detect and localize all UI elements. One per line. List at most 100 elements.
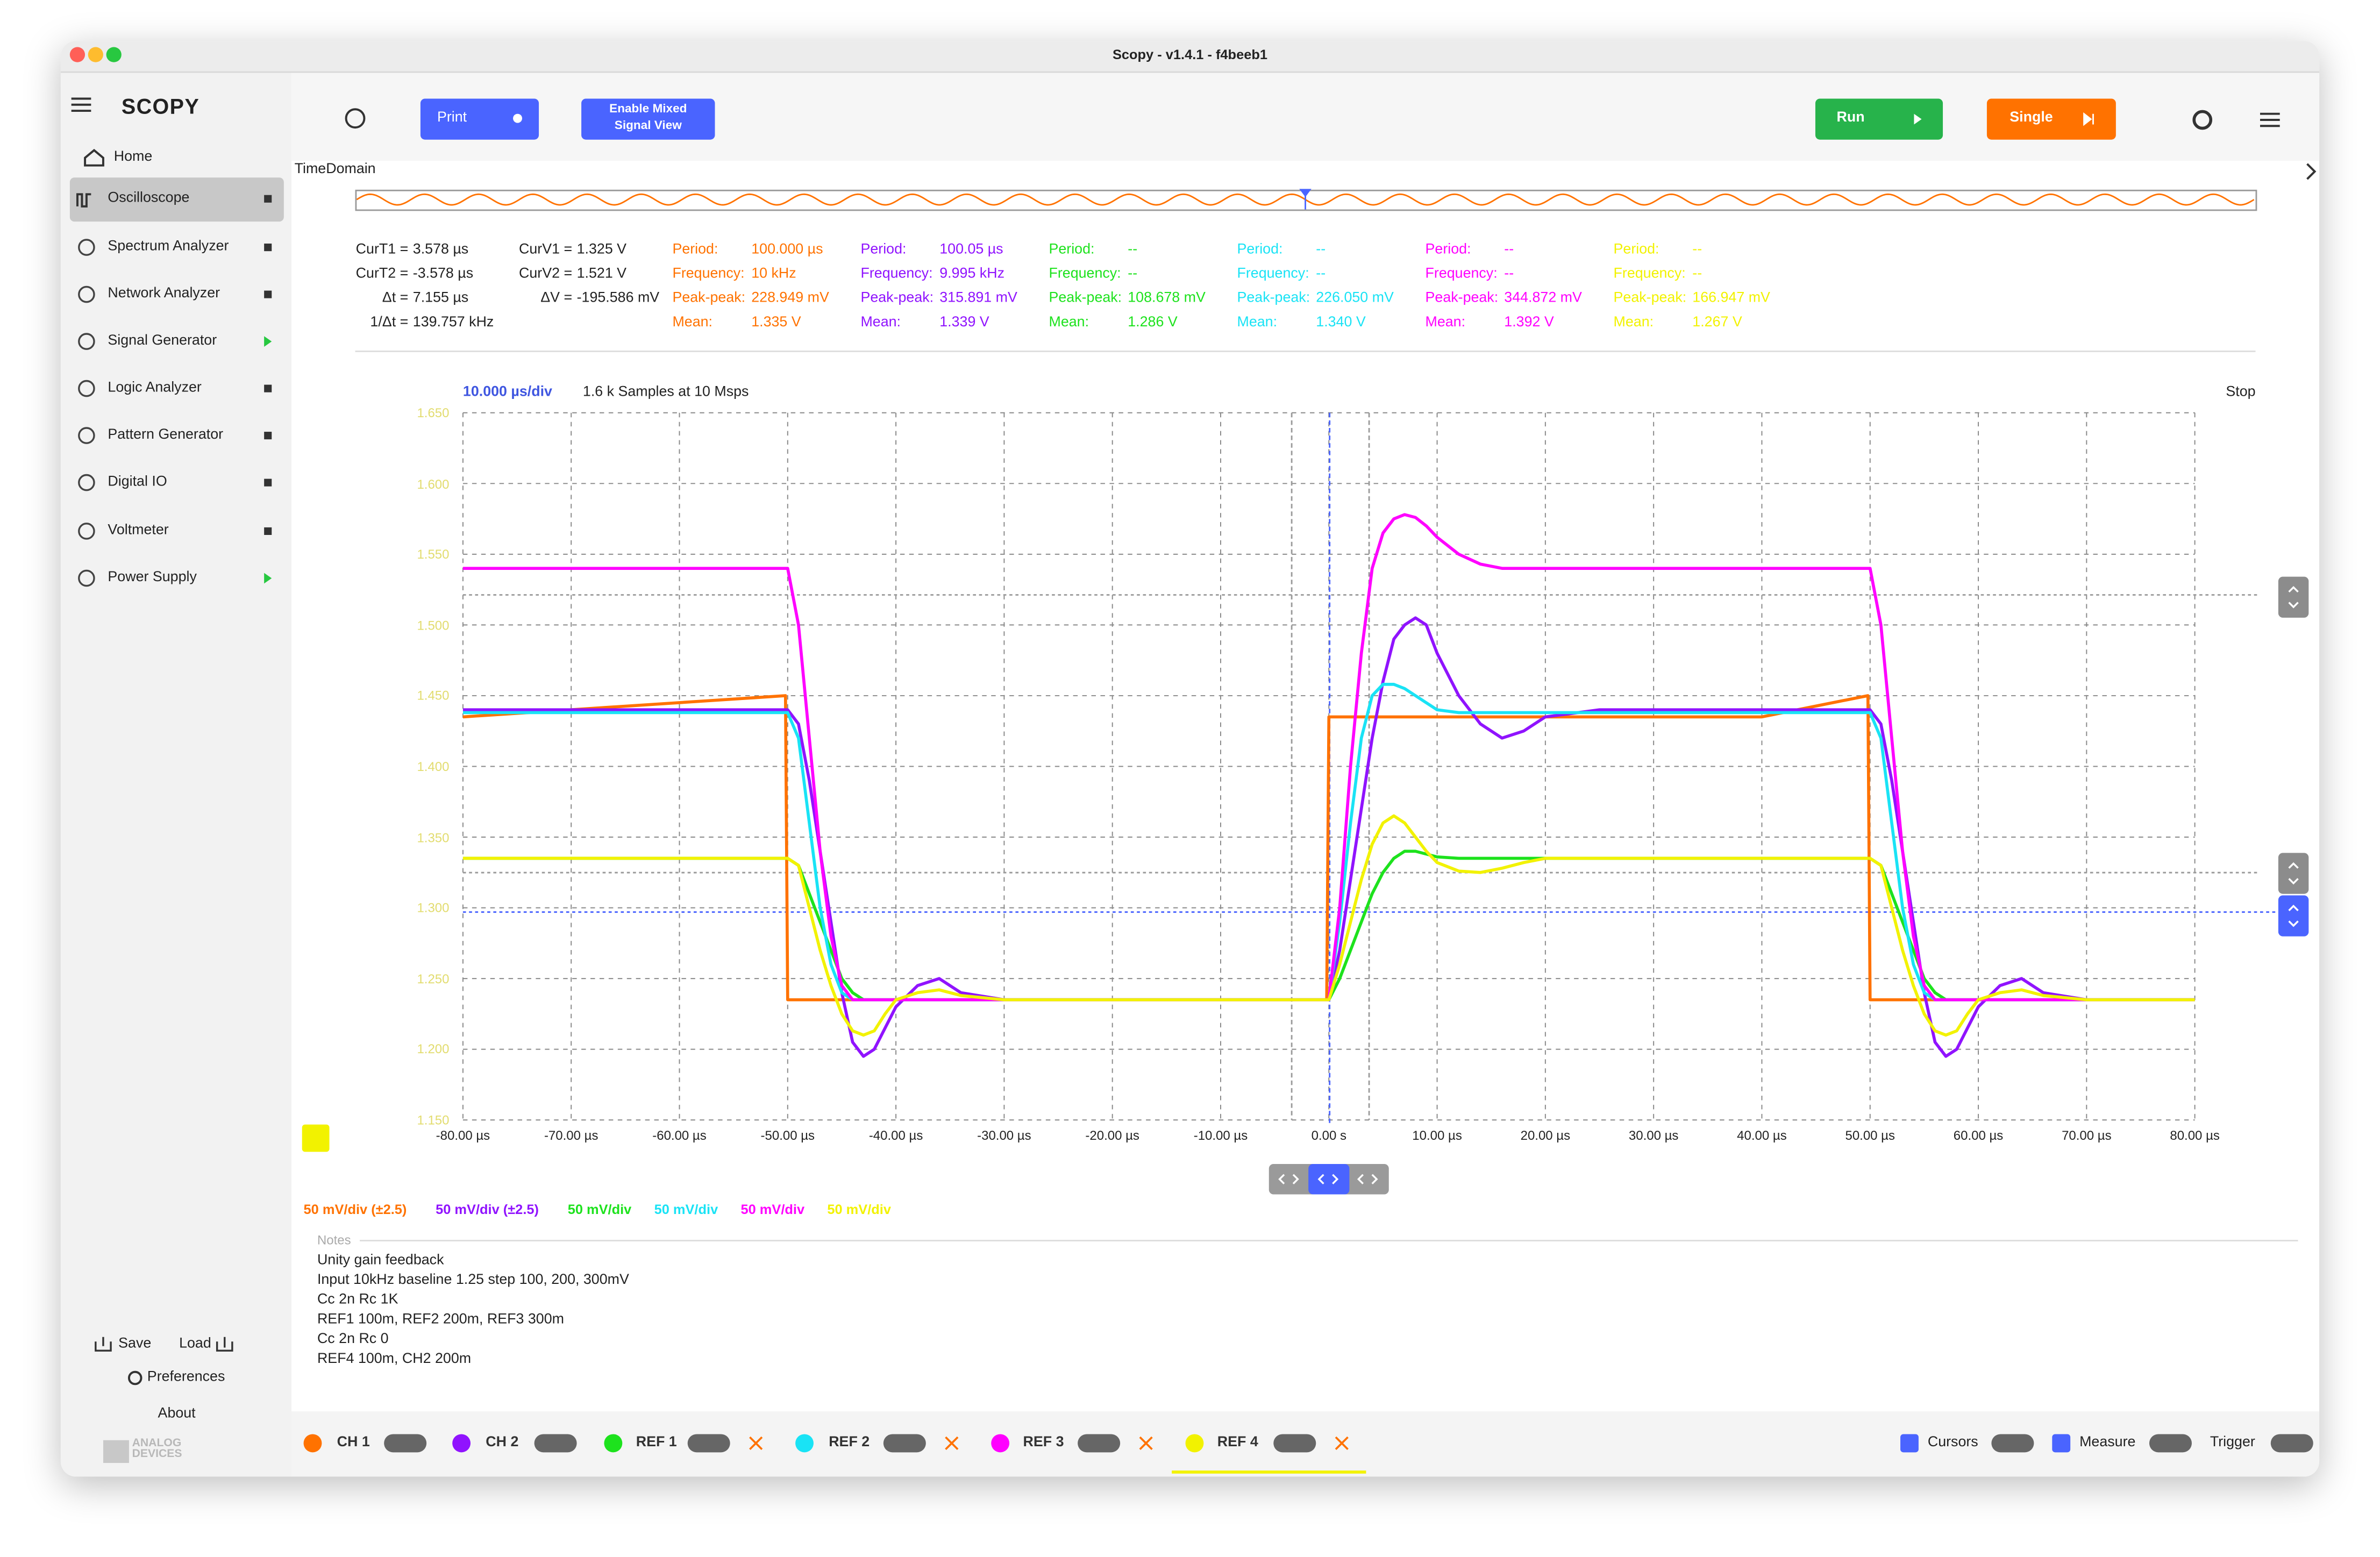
measurement-label: Mean: [860, 314, 901, 331]
load-button[interactable]: Load [179, 1335, 211, 1353]
y-tick-label: 1.400 [417, 759, 450, 774]
settings-icon[interactable] [2192, 110, 2213, 130]
channel-color [303, 1434, 322, 1453]
measurement-value: -- [1692, 241, 1702, 258]
cursor-handle[interactable] [2278, 853, 2309, 894]
channel-toggle[interactable] [384, 1434, 427, 1453]
single-button[interactable] [1986, 98, 2116, 140]
trace [462, 814, 2195, 1037]
remove-reference [1335, 1436, 1349, 1450]
tool-item[interactable]: Pattern Generator [108, 426, 224, 444]
measurement-value: 108.678 mV [1128, 290, 1206, 307]
tool-icon [78, 285, 95, 303]
mixed-label: Signal View [614, 117, 682, 132]
y-tick-label: 1.150 [417, 1112, 450, 1128]
tool-icon [78, 427, 95, 444]
y-tick-label: 1.650 [417, 405, 450, 420]
zoom-button[interactable] [106, 47, 122, 62]
measurement-value: 1.392 V [1504, 314, 1554, 331]
tool-item[interactable]: Digital IO [108, 473, 167, 490]
channel-toggle[interactable] [534, 1434, 577, 1453]
measurement-label: Frequency: [860, 265, 933, 283]
tool-item[interactable]: Signal Generator [108, 332, 217, 349]
tool-icon [78, 380, 95, 397]
handle-arrows [2288, 585, 2299, 609]
cursor-label: CurT2 = [355, 265, 409, 283]
tool-item[interactable]: Logic Analyzer [108, 379, 202, 396]
channel-toggle[interactable] [883, 1434, 926, 1453]
channel-name[interactable]: CH 2 [486, 1434, 519, 1451]
tool-item[interactable]: Network Analyzer [108, 285, 220, 302]
brand-text: DEVICES [132, 1446, 182, 1460]
y-tick-label: 1.200 [417, 1041, 450, 1057]
expand-icon[interactable] [2306, 163, 2317, 180]
y-tick-label: 1.350 [417, 829, 450, 845]
channel-name[interactable]: REF 2 [829, 1434, 870, 1451]
channel-name[interactable]: CH 1 [337, 1434, 370, 1451]
single-label: Single [2010, 109, 2053, 126]
measurement-label: Mean: [1425, 314, 1466, 331]
measurement-value: 100.000 µs [751, 241, 823, 258]
channel-toggle[interactable] [1078, 1434, 1121, 1453]
measure-toggle-label[interactable]: Measure [2079, 1434, 2136, 1451]
measurement-label: Frequency: [1425, 265, 1498, 283]
measurement-label: Mean: [1237, 314, 1278, 331]
channel-scale: 50 mV/div [827, 1202, 892, 1217]
home-icon [84, 148, 104, 167]
handle-arrows [1278, 1174, 1299, 1184]
about-button[interactable]: About [158, 1405, 196, 1422]
channel-color [991, 1434, 1010, 1453]
tool-item[interactable]: Oscilloscope [108, 189, 190, 206]
channel-toggle[interactable] [1273, 1434, 1316, 1453]
notes-separator [359, 1240, 2298, 1241]
measurement-value: 1.339 V [939, 314, 989, 331]
x-tick-label: 30.00 µs [1628, 1127, 1679, 1143]
sample-info: 1.6 k Samples at 10 Msps [582, 384, 749, 401]
tool-item[interactable]: Spectrum Analyzer [108, 238, 229, 255]
menu-icon[interactable] [71, 97, 91, 112]
window-title: Scopy - v1.4.1 - f4beeb1 [1112, 47, 1267, 62]
preferences-button[interactable]: Preferences [147, 1369, 225, 1386]
overview-marker [1299, 189, 1312, 210]
measurement-label: Period: [1613, 241, 1659, 258]
trigger-label[interactable]: Trigger [2210, 1434, 2255, 1451]
measurement-value: 1.335 V [751, 314, 801, 331]
sidebar [60, 73, 291, 1477]
channel-name[interactable]: REF 3 [1023, 1434, 1064, 1451]
trigger-toggle[interactable] [2270, 1434, 2313, 1453]
tool-item[interactable]: Power Supply [108, 569, 197, 586]
x-tick-label: -60.00 µs [652, 1127, 707, 1143]
channel-handle[interactable] [302, 1124, 330, 1152]
channel-color [1185, 1434, 1204, 1453]
save-button[interactable]: Save [118, 1335, 152, 1353]
channel-scale: 50 mV/div [740, 1202, 805, 1217]
cursors-toggle[interactable] [1991, 1434, 2034, 1453]
x-tick-label: -50.00 µs [760, 1127, 815, 1143]
measure-toggle[interactable] [2149, 1434, 2192, 1453]
cursors-toggle-label[interactable]: Cursors [1927, 1434, 1978, 1451]
x-tick-label: 10.00 µs [1412, 1127, 1462, 1143]
cursor-handle[interactable] [2278, 576, 2309, 618]
trigger-time-handle[interactable] [1308, 1164, 1350, 1195]
measurement-label: Period: [1425, 241, 1471, 258]
tool-item[interactable]: Voltmeter [108, 522, 169, 539]
channel-name[interactable]: REF 4 [1217, 1434, 1258, 1451]
close-button[interactable] [69, 47, 85, 62]
general-menu-icon[interactable] [2260, 112, 2280, 127]
mixed-label: Enable Mixed [609, 102, 687, 116]
measure-color [2052, 1434, 2071, 1453]
measurement-value: -- [1128, 241, 1138, 258]
trigger-handle[interactable] [2278, 895, 2309, 937]
tool-status [264, 432, 272, 440]
info-icon[interactable] [345, 108, 366, 129]
cursor-value: 139.757 kHz [412, 314, 494, 331]
mixed-signal-button[interactable] [581, 98, 715, 140]
tool-item[interactable]: Home [113, 148, 153, 166]
channel-toggle[interactable] [687, 1434, 730, 1453]
channel-name[interactable]: REF 1 [636, 1434, 677, 1451]
tool-status [264, 195, 272, 203]
minimize-button[interactable] [88, 47, 103, 62]
